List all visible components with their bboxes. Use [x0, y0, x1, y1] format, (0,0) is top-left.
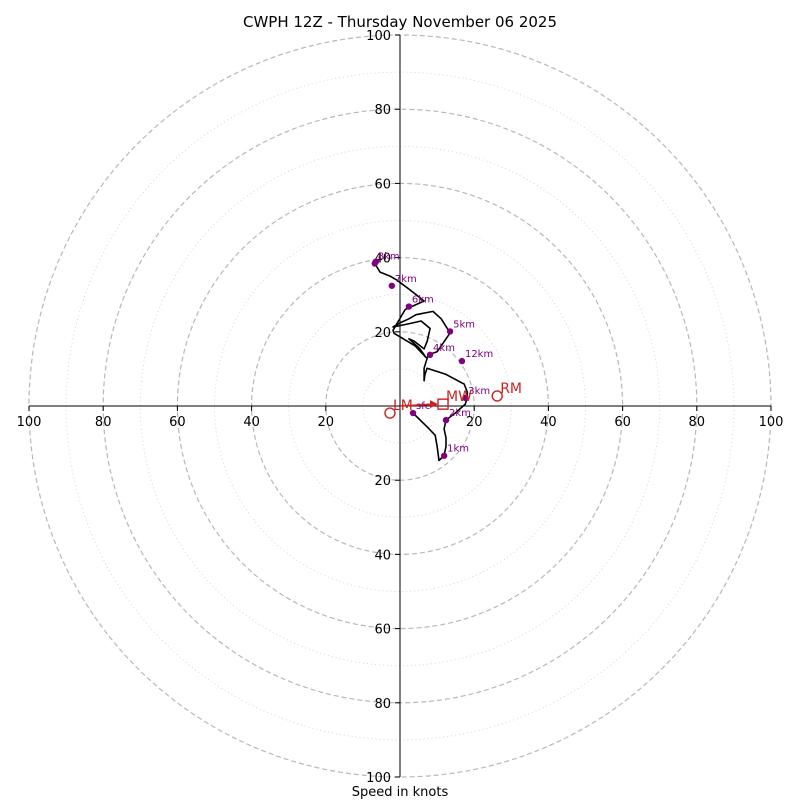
height-point-2km — [442, 416, 450, 424]
height-point-5km — [446, 328, 454, 335]
height-label-1km: 1km — [447, 444, 469, 455]
height-point-4km — [426, 351, 434, 359]
marker-RM — [491, 390, 503, 402]
x-axis-label: Speed in knots — [352, 785, 449, 800]
height-label-4km: 4km — [433, 343, 455, 354]
y-tick-label: 40 — [374, 548, 391, 563]
y-tick-label: 60 — [374, 177, 391, 192]
marker-MW — [437, 398, 449, 410]
x-tick-label: 100 — [759, 415, 784, 430]
x-tick-label: 40 — [243, 415, 260, 430]
height-label-6km: 6km — [412, 295, 434, 306]
marker-LM — [384, 407, 396, 419]
height-point-7km — [388, 282, 396, 289]
chart-title: CWPH 12Z - Thursday November 06 2025 — [243, 13, 557, 31]
height-point-1km — [440, 452, 448, 459]
height-label-12km: 12km — [465, 349, 493, 360]
height-point-6km — [405, 303, 413, 310]
x-tick-label: 80 — [689, 415, 706, 430]
mean-wind-arrowhead — [430, 400, 439, 409]
marker-label-LM: LM — [393, 398, 413, 414]
height-label-5km: 5km — [453, 319, 475, 330]
height-label-2km: 2km — [449, 408, 471, 419]
marker-label-MW: MW — [446, 389, 472, 405]
mean-wind-arrow — [399, 403, 436, 407]
height-label-8km: 8km — [378, 252, 400, 263]
x-tick-label: 20 — [466, 415, 483, 430]
axis-ticks: 100 80 60 40 20 20 40 60 80 100204060801002040608… — [17, 29, 784, 786]
height-point-3km — [462, 394, 469, 402]
height-point-sfc — [409, 409, 417, 417]
y-tick-label: 80 — [374, 697, 391, 712]
height-label-sfc: sfc — [416, 401, 430, 412]
x-tick-label: 60 — [169, 415, 186, 430]
hodograph-trace — [373, 259, 469, 462]
y-tick-label: 60 — [374, 623, 391, 638]
hodograph-line — [373, 259, 469, 462]
storm-motion-markers: RM LM MW — [384, 381, 522, 419]
height-point-12km — [458, 357, 466, 365]
x-tick-label: 20 — [318, 415, 335, 430]
y-tick-label: 20 — [374, 326, 391, 341]
height-point-9km — [372, 258, 380, 265]
height-points: sfc 1km 2km 3km 4km 5km 6km 7km 8km 12km — [371, 252, 493, 459]
y-tick-label: 80 — [374, 103, 391, 118]
y-tick-label: 20 — [374, 474, 391, 489]
x-tick-label: 80 — [95, 415, 112, 430]
height-label-3km: 3km — [468, 386, 490, 397]
marker-label-RM: RM — [500, 381, 522, 397]
x-tick-label: 40 — [540, 415, 557, 430]
y-tick-label: 100 — [366, 29, 391, 44]
height-label-7km: 7km — [395, 274, 417, 285]
x-tick-label: 60 — [614, 415, 631, 430]
y-tick-label: 100 — [366, 771, 391, 786]
x-tick-label: 100 — [17, 415, 42, 430]
